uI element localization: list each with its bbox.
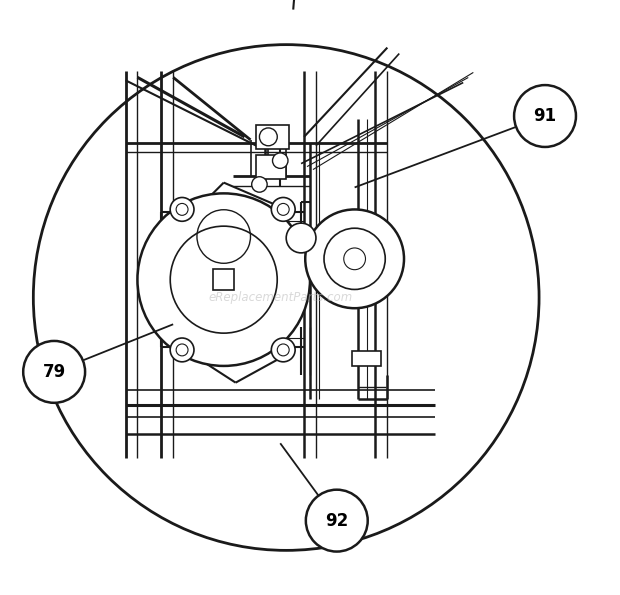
Circle shape [259, 128, 277, 146]
Circle shape [138, 193, 310, 366]
Text: eReplacementParts.com: eReplacementParts.com [208, 291, 352, 304]
Circle shape [277, 203, 289, 215]
Circle shape [306, 490, 368, 552]
Circle shape [305, 209, 404, 308]
Bar [213, 269, 234, 290]
Circle shape [170, 226, 277, 333]
Bar [257, 125, 289, 149]
Text: 79: 79 [43, 363, 66, 381]
Circle shape [272, 338, 295, 362]
Circle shape [324, 228, 385, 289]
Bar [352, 351, 381, 366]
Circle shape [176, 344, 188, 356]
Circle shape [343, 248, 365, 270]
Circle shape [170, 198, 194, 221]
Text: 92: 92 [325, 512, 348, 530]
Circle shape [286, 223, 316, 253]
Circle shape [514, 85, 576, 147]
Circle shape [252, 177, 267, 192]
Circle shape [170, 338, 194, 362]
Circle shape [273, 153, 288, 168]
Bar [257, 155, 286, 178]
Circle shape [272, 198, 295, 221]
Circle shape [176, 203, 188, 215]
Circle shape [277, 344, 289, 356]
Circle shape [23, 341, 85, 403]
Text: 91: 91 [533, 107, 557, 125]
